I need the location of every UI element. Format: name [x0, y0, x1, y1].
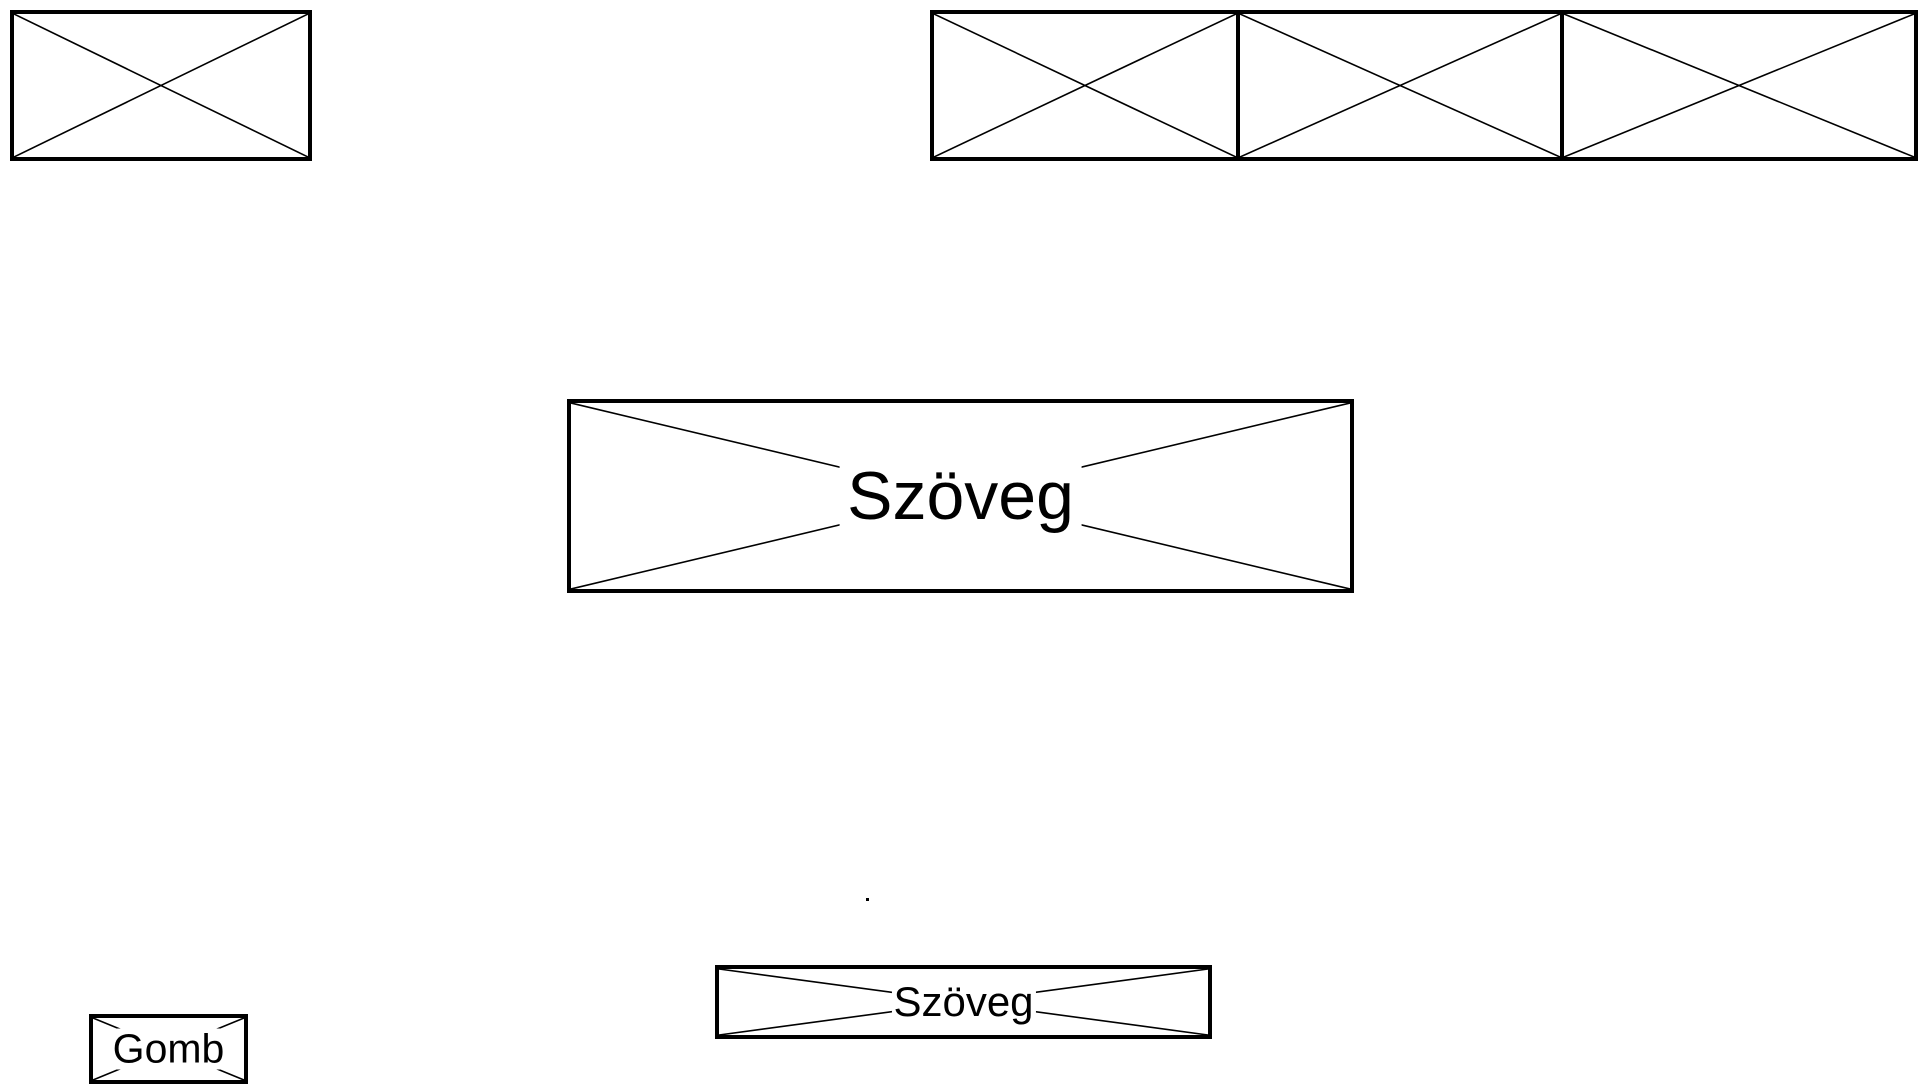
stray-dot — [866, 898, 869, 901]
main-text-placeholder: Szöveg — [567, 399, 1354, 593]
gomb-button-label: Gomb — [109, 1028, 228, 1070]
nav-image-placeholder-3[interactable] — [1560, 10, 1918, 161]
placeholder-cross-icon — [1240, 14, 1560, 157]
placeholder-cross-icon — [934, 14, 1236, 157]
nav-image-placeholder-1[interactable] — [930, 10, 1240, 161]
logo-image-placeholder — [10, 10, 312, 161]
nav-image-placeholder-2[interactable] — [1236, 10, 1564, 161]
gomb-button[interactable]: Gomb — [89, 1014, 248, 1084]
placeholder-cross-icon — [1564, 14, 1914, 157]
placeholder-cross-icon — [14, 14, 308, 157]
main-text-label: Szöveg — [839, 462, 1082, 530]
footer-text-label: Szöveg — [891, 978, 1036, 1025]
footer-text-placeholder: Szöveg — [715, 965, 1212, 1039]
